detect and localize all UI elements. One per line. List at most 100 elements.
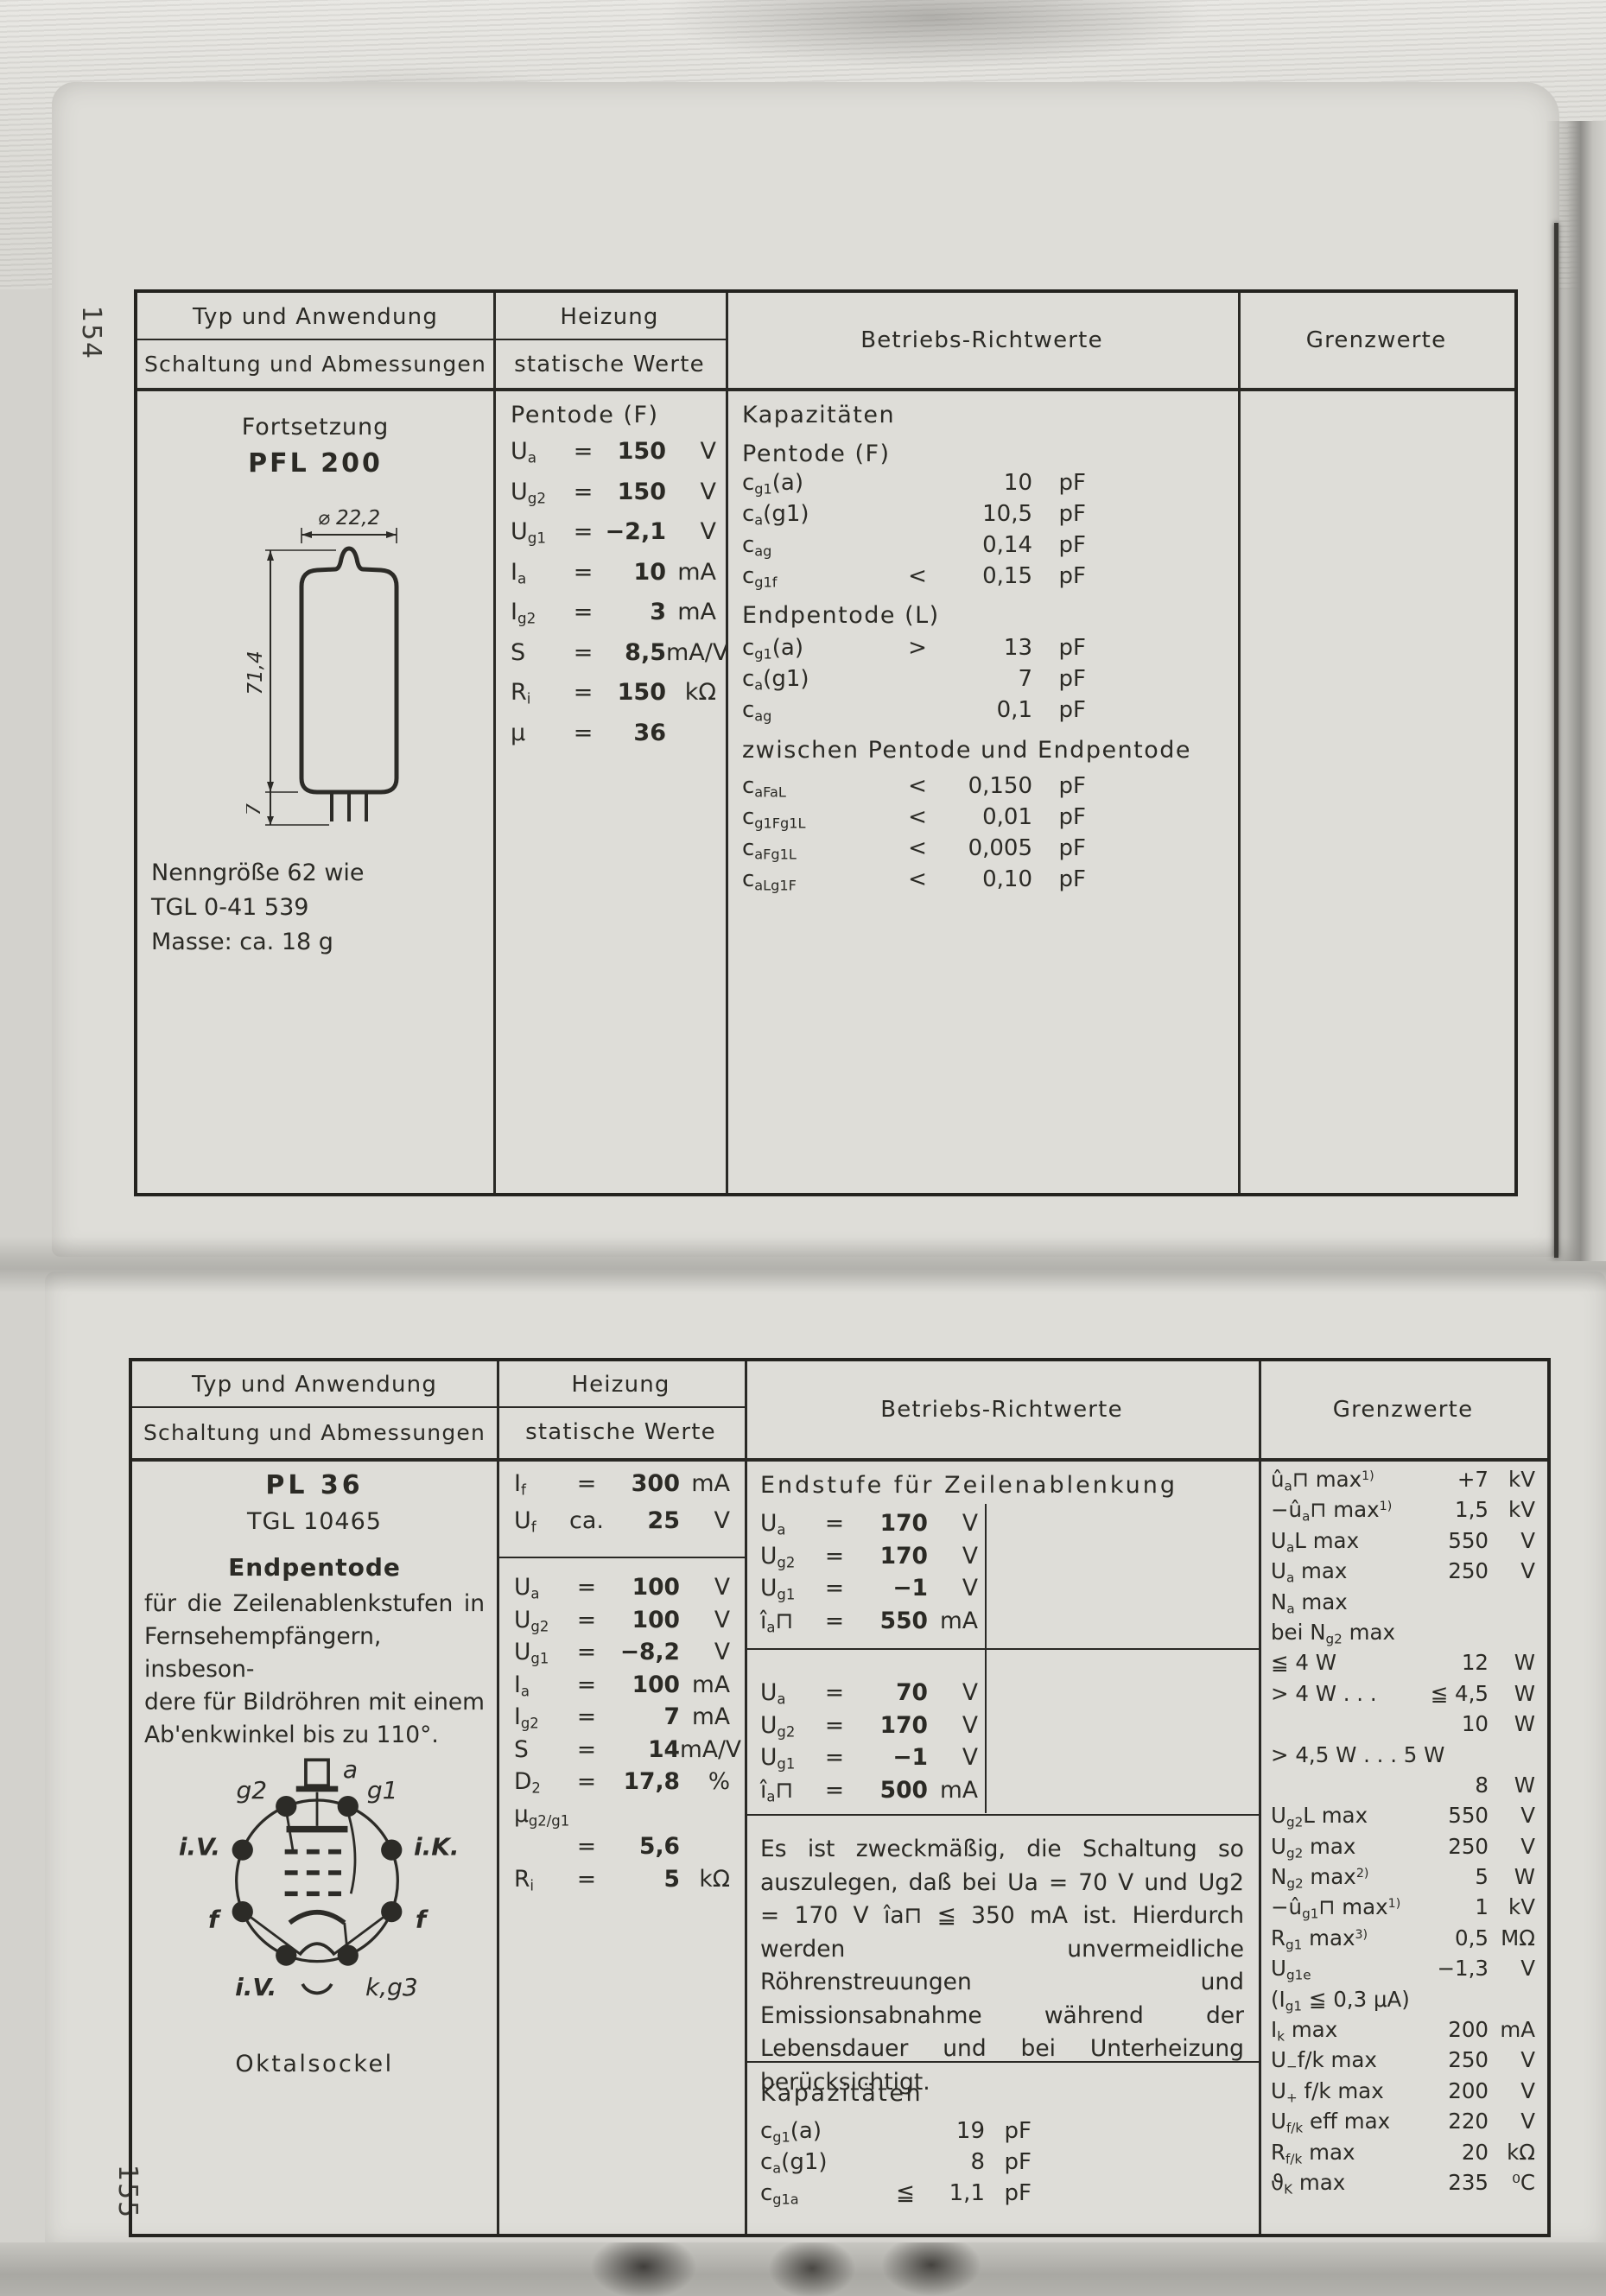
param-unit: V (962, 1575, 978, 1601)
limit-row: 10 W (1271, 1711, 1540, 1741)
param-value: 36 (633, 719, 666, 746)
param-label: Ug2 (511, 478, 547, 507)
spec-row: Ug2 = 170 V (760, 1543, 978, 1576)
limit-value: ≦ 4,5 (1430, 1680, 1489, 1706)
limit-label: > 4 W . . . (1271, 1680, 1377, 1706)
relation-symbol: = (573, 558, 594, 586)
operating-point-1: Ua = 170 V Ug2 = 170 V Ug1 = −1 V (760, 1510, 978, 1640)
continuation-label: Fortsetzung (241, 414, 390, 441)
spec-row: Ug2 = 100 V (514, 1607, 730, 1640)
heizung-section-title: Pentode (F) (511, 402, 659, 428)
operating-point-2: Ua = 70 V Ug2 = 170 V Ug1 = −1 V (760, 1679, 978, 1809)
limit-value: 0,5 (1455, 1925, 1489, 1950)
spec-row: cg1a ≦ 1,1 pF (760, 2180, 1037, 2211)
param-label: cg1f (742, 563, 778, 591)
param-unit: pF (1058, 773, 1086, 799)
param-unit: pF (1058, 666, 1086, 692)
header-heizung: Heizung (571, 1372, 670, 1398)
param-label: Ua (511, 438, 537, 466)
param-label: ca(g1) (760, 2149, 828, 2177)
param-label: cg1(a) (742, 635, 804, 663)
limit-label: UaL max (1271, 1527, 1360, 1556)
limit-unit: ⁰C (1512, 2169, 1535, 2195)
book-edge-line (1554, 223, 1558, 1258)
param-unit: V (962, 1744, 978, 1771)
param-unit: V (962, 1711, 978, 1739)
param-label: îa⊓ (760, 1607, 794, 1636)
param-unit: pF (1058, 635, 1086, 661)
socket-pinout-diagram: a g2 g1 i.V. i.K. f f i.V. k,g3 (172, 1752, 462, 2042)
relation-symbol: = (824, 1776, 845, 1804)
header-bottom-divider (137, 388, 1514, 391)
header-row-divider (132, 1406, 745, 1408)
param-label: Ug1 (760, 1744, 796, 1773)
param-label: Ua (760, 1679, 786, 1708)
limit-value: 250 (1448, 1833, 1489, 1859)
limit-value: 8 (1475, 1772, 1489, 1798)
limit-row: −ûa⊓ max1) 1,5 kV (1271, 1497, 1540, 1527)
spec-row: Ua = 170 V (760, 1510, 978, 1543)
height-label: 71,4 (246, 650, 267, 695)
spec-row: cg1(a) 10 pF (742, 470, 1105, 501)
param-label: Ri (511, 679, 531, 707)
spec-row: cg1(a) 19 pF (760, 2118, 1037, 2149)
param-label: cag (742, 532, 772, 560)
header-bottom-divider (132, 1458, 1547, 1462)
pin-label-f-right: f (416, 1905, 429, 1933)
param-value: 150 (617, 478, 666, 505)
spec-row: ca(g1) 8 pF (760, 2149, 1037, 2180)
param-value: 10 (1003, 470, 1032, 496)
pin-label-g1: g1 (367, 1776, 398, 1804)
param-unit: mA (940, 1776, 978, 1804)
description-line: für die Zeilenablenkstufen in (144, 1590, 485, 1617)
limit-row: Ug1e −1,3 V (1271, 1956, 1540, 1986)
param-value: 5 (663, 1865, 680, 1893)
relation-symbol: = (576, 1574, 597, 1601)
spec-row: Ua = 100 V (514, 1574, 730, 1607)
param-label: caLg1F (742, 866, 797, 894)
note-line: Masse: ca. 18 g (151, 929, 333, 955)
limit-row: U−f/k max 250 V (1271, 2047, 1540, 2077)
param-unit: V (700, 478, 716, 505)
param-value: 500 (879, 1776, 928, 1804)
limit-unit: V (1520, 1956, 1535, 1982)
limit-label: Rf/k max (1271, 2139, 1355, 2166)
spec-row: Ia = 100 mA (514, 1671, 730, 1704)
column-divider (745, 1361, 747, 2234)
limit-unit: kV (1508, 1894, 1535, 1920)
limit-row: Ug2 max 250 V (1271, 1834, 1540, 1864)
limit-unit: W (1514, 1650, 1535, 1676)
relation-symbol: = (824, 1679, 845, 1706)
limit-value: 220 (1448, 2109, 1489, 2134)
relation-symbol: = (576, 1639, 597, 1665)
param-label: caFaL (742, 773, 786, 801)
limit-unit: V (1520, 1803, 1535, 1829)
limit-value: 235 (1448, 2169, 1489, 2195)
relation-symbol: = (573, 638, 594, 666)
note-divider-bottom (745, 2061, 1259, 2063)
note-divider-top (745, 1814, 1259, 1816)
param-value: 7 (1018, 666, 1032, 692)
limit-row: (Ig1 ≦ 0,3 μA) (1271, 1987, 1540, 2017)
param-value: 13 (1003, 635, 1032, 661)
param-unit: mA (692, 1703, 730, 1730)
param-unit: pF (1004, 2118, 1032, 2144)
param-unit: mA (691, 1470, 730, 1497)
param-unit: pF (1004, 2180, 1032, 2206)
limit-unit: kV (1508, 1497, 1535, 1523)
relation-symbol: = (824, 1607, 845, 1634)
limit-value: +7 (1457, 1467, 1489, 1492)
spec-row: Ua = 150 V (511, 438, 716, 479)
param-label: Ig2 (514, 1703, 539, 1732)
tube-category: Endpentode (228, 1553, 401, 1582)
param-label: Ug1 (514, 1639, 549, 1667)
tube-type-pfl200: PFL 200 (248, 448, 383, 479)
tube-notes: Nenngröße 62 wie TGL 0-41 539 Masse: ca. 1… (151, 856, 365, 960)
param-value: −1 (892, 1744, 928, 1771)
param-unit: V (714, 1507, 730, 1534)
param-label: Ia (511, 558, 527, 587)
limit-unit: W (1514, 1772, 1535, 1798)
limit-value: 10 (1461, 1711, 1489, 1737)
param-unit: pF (1058, 470, 1086, 496)
